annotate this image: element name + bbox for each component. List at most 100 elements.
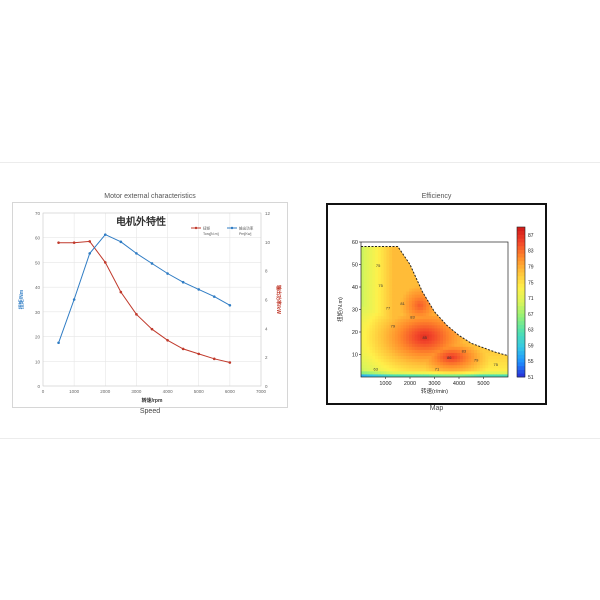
efficiency-cell — [420, 315, 424, 320]
efficiency-cell — [423, 312, 427, 317]
efficiency-cell — [361, 358, 365, 363]
efficiency-cell — [397, 346, 402, 350]
efficiency-cell — [403, 349, 407, 353]
efficiency-cell — [462, 352, 467, 357]
efficiency-cell — [406, 321, 410, 326]
efficiency-cell — [417, 334, 421, 338]
efficiency-cell — [459, 349, 464, 353]
efficiency-cell — [377, 266, 382, 271]
efficiency-cell — [406, 352, 410, 357]
efficiency-cell — [380, 343, 385, 347]
efficiency-cell — [392, 257, 396, 261]
efficiency-cell — [448, 321, 452, 326]
colorbar-segment — [517, 309, 525, 314]
efficiency-cell — [380, 275, 385, 280]
efficiency-cell — [372, 343, 376, 347]
efficiency-cell — [375, 266, 379, 271]
efficiency-cell — [389, 257, 393, 261]
efficiency-cell — [411, 288, 416, 292]
efficiency-cell — [366, 248, 370, 252]
efficiency-cell — [409, 337, 413, 341]
efficiency-cell — [389, 306, 393, 310]
efficiency-cell — [414, 288, 419, 292]
efficiency-cell — [380, 278, 385, 283]
efficiency-cell — [372, 294, 376, 298]
efficiency-cell — [414, 346, 419, 350]
efficiency-cell — [431, 318, 435, 323]
efficiency-cell — [409, 269, 413, 274]
efficiency-cell — [377, 334, 382, 338]
efficiency-cell — [457, 352, 461, 357]
efficiency-cell — [482, 367, 486, 372]
efficiency-cell — [431, 364, 435, 369]
y-tick-left-label: 60 — [35, 236, 41, 241]
efficiency-cell — [386, 327, 390, 332]
efficiency-cell — [474, 358, 478, 363]
efficiency-cell — [372, 254, 376, 258]
efficiency-cell — [409, 364, 413, 369]
efficiency-cell — [471, 364, 475, 369]
efficiency-cell — [414, 349, 419, 353]
efficiency-cell — [420, 300, 424, 304]
x-tick-label: 3000 — [131, 389, 142, 394]
efficiency-cell — [414, 367, 419, 372]
efficiency-cell — [394, 315, 399, 320]
efficiency-cell — [462, 364, 467, 369]
torque-limit-curve — [361, 246, 509, 357]
efficiency-cell — [409, 291, 413, 295]
efficiency-cell — [426, 343, 430, 347]
efficiency-cell — [468, 370, 472, 375]
contour-label: 83 — [410, 315, 415, 320]
efficiency-cell — [411, 352, 416, 357]
efficiency-cell — [394, 254, 399, 258]
efficiency-cell — [409, 373, 413, 377]
efficiency-cell — [496, 346, 501, 350]
efficiency-cell — [397, 343, 402, 347]
efficiency-cell — [448, 330, 452, 335]
efficiency-cell — [485, 349, 489, 353]
efficiency-cell — [363, 337, 368, 341]
efficiency-cell — [375, 312, 379, 317]
efficiency-cell — [409, 294, 413, 298]
efficiency-cell — [397, 294, 402, 298]
efficiency-cell — [496, 364, 501, 369]
efficiency-cell — [426, 352, 430, 357]
efficiency-cell — [361, 291, 365, 295]
efficiency-cell — [361, 263, 365, 268]
efficiency-cell — [403, 294, 407, 298]
efficiency-cell — [380, 340, 385, 344]
efficiency-cell — [459, 346, 464, 350]
efficiency-cell — [426, 358, 430, 363]
contour-label: 81 — [400, 301, 405, 306]
efficiency-cell — [369, 337, 373, 341]
efficiency-cell — [392, 315, 396, 320]
efficiency-cell — [372, 288, 376, 292]
efficiency-cell — [465, 346, 469, 350]
efficiency-cell — [411, 364, 416, 369]
efficiency-cell — [361, 318, 365, 323]
colorbar-segment — [517, 324, 525, 329]
efficiency-cell — [375, 343, 379, 347]
efficiency-cell — [451, 352, 455, 357]
efficiency-cell — [369, 324, 373, 329]
colorbar-segment — [517, 362, 525, 367]
colorbar-segment — [517, 373, 525, 378]
efficiency-cell — [400, 294, 404, 298]
efficiency-cell — [428, 355, 433, 360]
efficiency-cell — [397, 263, 402, 268]
efficiency-cell — [414, 355, 419, 360]
efficiency-cell — [372, 251, 376, 255]
efficiency-cell — [383, 281, 387, 286]
y-tick-left-label: 50 — [35, 260, 41, 265]
efficiency-cell — [423, 349, 427, 353]
efficiency-cell — [411, 324, 416, 329]
efficiency-cell — [403, 337, 407, 341]
efficiency-cell — [366, 291, 370, 295]
efficiency-cell — [372, 248, 376, 252]
efficiency-cell — [414, 312, 419, 317]
efficiency-cell — [372, 337, 376, 341]
efficiency-cell — [397, 340, 402, 344]
efficiency-cell — [417, 358, 421, 363]
efficiency-cell — [403, 367, 407, 372]
torque-point — [166, 338, 169, 342]
